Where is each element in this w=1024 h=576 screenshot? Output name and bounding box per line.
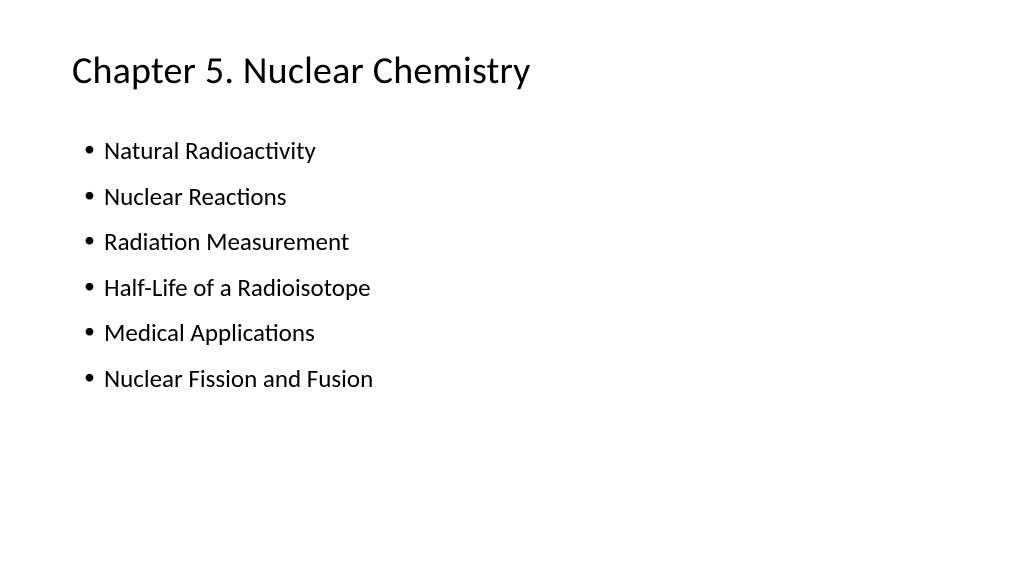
list-item: Half-Life of a Radioisotope [84,269,952,307]
list-item: Nuclear Fission and Fusion [84,360,952,398]
bullet-list: Natural Radioactivity Nuclear Reactions … [72,132,952,397]
list-item: Natural Radioactivity [84,132,952,170]
list-item: Radiation Measurement [84,223,952,261]
slide-title: Chapter 5. Nuclear Chemistry [72,48,952,94]
list-item: Nuclear Reactions [84,178,952,216]
list-item: Medical Applications [84,314,952,352]
